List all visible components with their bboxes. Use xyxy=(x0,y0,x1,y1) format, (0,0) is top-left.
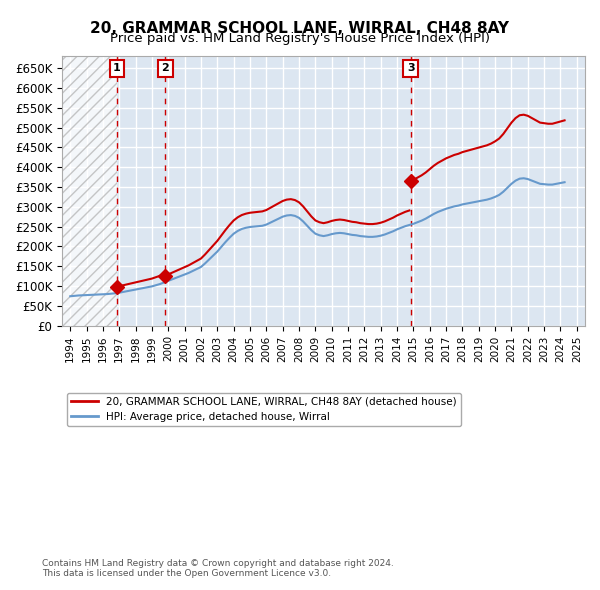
Text: 1: 1 xyxy=(113,63,121,73)
Text: Price paid vs. HM Land Registry's House Price Index (HPI): Price paid vs. HM Land Registry's House … xyxy=(110,32,490,45)
Text: 20, GRAMMAR SCHOOL LANE, WIRRAL, CH48 8AY: 20, GRAMMAR SCHOOL LANE, WIRRAL, CH48 8A… xyxy=(91,21,509,35)
Text: Contains HM Land Registry data © Crown copyright and database right 2024.
This d: Contains HM Land Registry data © Crown c… xyxy=(42,559,394,578)
Legend: 20, GRAMMAR SCHOOL LANE, WIRRAL, CH48 8AY (detached house), HPI: Average price, : 20, GRAMMAR SCHOOL LANE, WIRRAL, CH48 8A… xyxy=(67,393,461,426)
Text: 3: 3 xyxy=(407,63,415,73)
Text: 2: 2 xyxy=(161,63,169,73)
Bar xyxy=(62,56,117,326)
